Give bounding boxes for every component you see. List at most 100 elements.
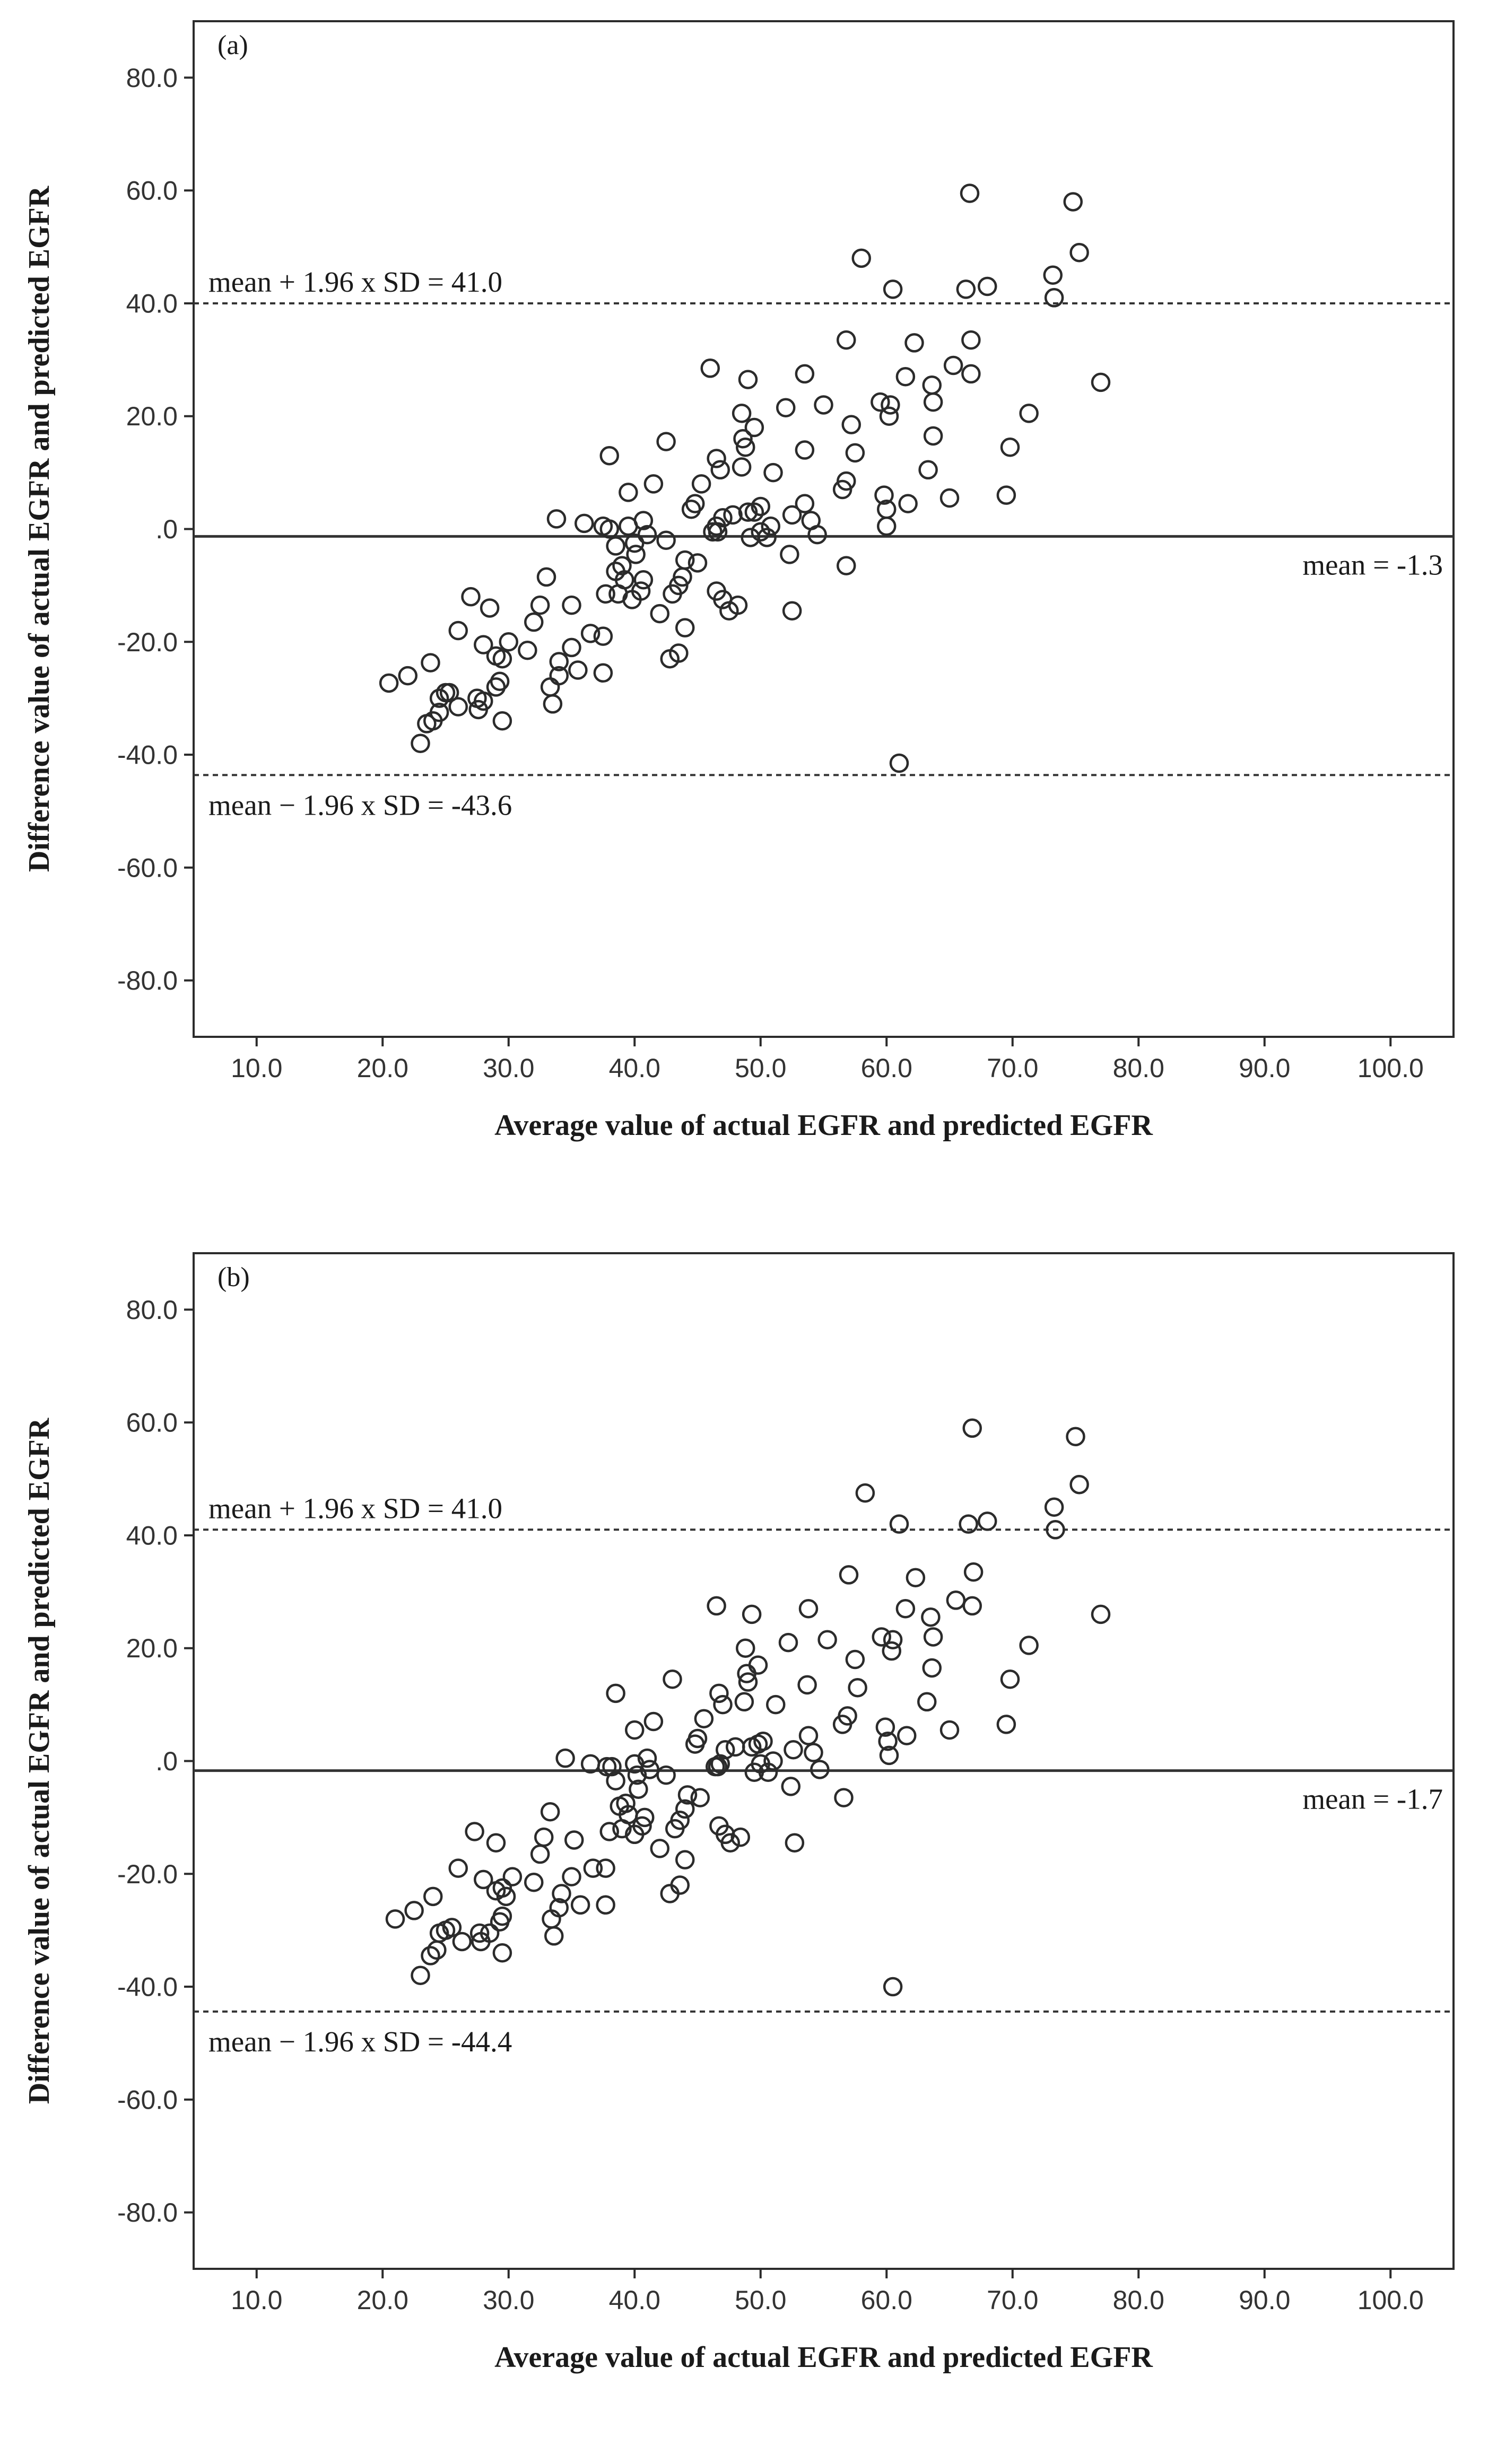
data-point — [615, 570, 634, 590]
bland-altman-chart-b: 80.0 60.0 40.0 20.0 .0 -20.0 -40.0 -60.0 -80.0 10… — [23, 1252, 1455, 2374]
data-point — [663, 1669, 682, 1689]
data-point — [552, 1884, 571, 1903]
data-point — [486, 1833, 506, 1853]
data-point — [895, 367, 916, 387]
data-point — [688, 1728, 708, 1749]
data-point — [956, 279, 976, 299]
data-point — [1066, 1427, 1085, 1447]
data-point — [480, 1923, 500, 1943]
x-tick-label: 10.0 — [231, 1053, 282, 1083]
data-point — [713, 508, 733, 528]
data-point — [1091, 1604, 1111, 1624]
data-point — [962, 1596, 982, 1616]
data-point — [939, 1720, 960, 1740]
y-tick-label: 40.0 — [126, 289, 178, 318]
data-point — [872, 1627, 891, 1647]
data-point — [834, 1788, 854, 1807]
data-point — [496, 1886, 516, 1907]
data-point — [562, 595, 581, 615]
data-point — [785, 1833, 805, 1853]
data-point — [978, 1511, 997, 1531]
data-point — [883, 1977, 903, 1997]
data-point — [807, 525, 827, 545]
data-point — [626, 545, 646, 564]
data-point — [710, 460, 730, 480]
data-point — [486, 677, 506, 697]
data-point — [996, 1715, 1016, 1734]
x-tick-label: 30.0 — [483, 2285, 534, 2315]
data-point — [732, 404, 752, 423]
data-point — [744, 417, 764, 438]
data-point — [877, 500, 897, 519]
data-point — [707, 449, 726, 468]
data-point — [1091, 372, 1111, 392]
data-point — [404, 1901, 424, 1920]
data-point — [549, 652, 569, 671]
data-point — [996, 485, 1016, 505]
data-point — [685, 494, 705, 513]
data-point — [761, 516, 780, 536]
data-point — [492, 1878, 512, 1898]
data-point — [1069, 242, 1089, 263]
data-point — [423, 1886, 443, 1907]
data-point — [549, 1898, 569, 1918]
data-point — [838, 1706, 857, 1726]
data-point — [700, 359, 720, 378]
mean-label: mean = -1.3 — [1302, 548, 1443, 581]
data-point — [643, 474, 664, 494]
data-point — [524, 612, 544, 632]
data-point — [411, 1965, 430, 1986]
data-point — [837, 471, 856, 491]
y-tick-label: -20.0 — [117, 1859, 178, 1889]
panel-label: (a) — [217, 30, 248, 60]
data-point — [959, 1514, 978, 1534]
data-point — [751, 496, 770, 517]
data-point — [837, 330, 856, 350]
data-point — [599, 445, 619, 466]
y-tick-label: 20.0 — [126, 1633, 178, 1663]
data-point — [904, 333, 924, 353]
data-point — [875, 1717, 895, 1737]
data-point — [421, 1946, 440, 1965]
data-point — [898, 494, 918, 513]
data-point — [518, 640, 537, 660]
data-point — [895, 1599, 916, 1619]
data-point — [781, 1777, 800, 1796]
data-point — [461, 587, 481, 607]
data-point — [962, 1418, 982, 1438]
y-tick-label: .0 — [155, 1746, 178, 1776]
data-point — [810, 1760, 830, 1779]
data-point — [817, 1630, 837, 1650]
data-point — [720, 1833, 740, 1853]
data-point — [707, 1596, 726, 1616]
x-tick-label: 20.0 — [357, 1053, 408, 1083]
data-point — [1046, 1520, 1065, 1540]
data-point — [874, 485, 894, 505]
data-point — [596, 1895, 615, 1915]
y-tick-label: -40.0 — [117, 740, 178, 770]
data-point — [841, 415, 861, 434]
data-point — [631, 581, 651, 601]
mean-label: mean = -1.7 — [1302, 1783, 1443, 1815]
data-point — [883, 279, 903, 299]
data-point — [889, 1514, 909, 1534]
panel-b: 80.0 60.0 40.0 20.0 .0 -20.0 -40.0 -60.0 -80.0 10… — [0, 1232, 1488, 2464]
data-point — [906, 1568, 926, 1587]
data-point — [744, 502, 764, 522]
data-point — [429, 688, 449, 708]
data-point — [736, 1638, 755, 1658]
data-point — [448, 621, 468, 641]
data-point — [583, 1858, 603, 1878]
data-point — [923, 1627, 943, 1647]
data-point — [690, 1788, 710, 1807]
data-point — [732, 457, 752, 477]
y-tick-label: -40.0 — [117, 1972, 178, 2002]
data-point — [530, 595, 550, 615]
data-point — [784, 1740, 803, 1760]
data-point — [534, 1827, 554, 1847]
data-point — [385, 1909, 405, 1929]
data-point — [839, 1565, 859, 1585]
data-point — [625, 1720, 645, 1740]
y-tick-label: 20.0 — [126, 401, 178, 431]
x-tick-label: 80.0 — [1113, 1053, 1164, 1083]
